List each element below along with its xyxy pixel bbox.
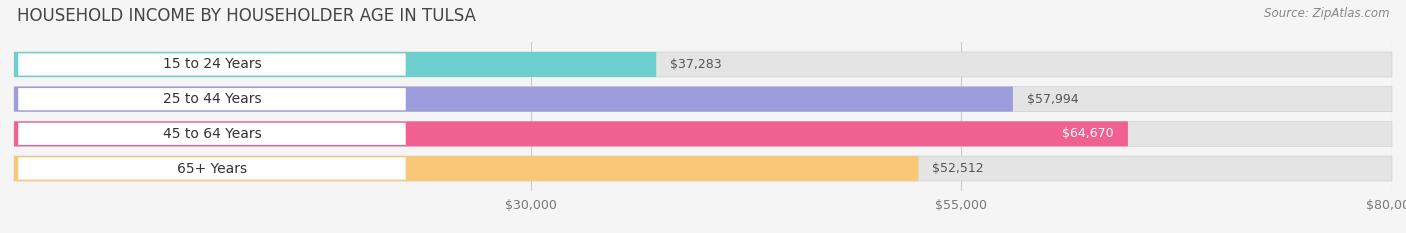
FancyBboxPatch shape: [14, 156, 918, 181]
Text: $64,670: $64,670: [1063, 127, 1114, 140]
FancyBboxPatch shape: [14, 87, 1392, 112]
FancyBboxPatch shape: [18, 88, 406, 110]
FancyBboxPatch shape: [18, 53, 406, 75]
Text: 25 to 44 Years: 25 to 44 Years: [163, 92, 262, 106]
FancyBboxPatch shape: [14, 52, 657, 77]
FancyBboxPatch shape: [18, 158, 406, 180]
FancyBboxPatch shape: [14, 87, 1012, 112]
Text: $52,512: $52,512: [932, 162, 984, 175]
Text: $57,994: $57,994: [1026, 93, 1078, 106]
Text: 15 to 24 Years: 15 to 24 Years: [163, 58, 262, 72]
FancyBboxPatch shape: [14, 52, 1392, 77]
Text: 65+ Years: 65+ Years: [177, 161, 247, 175]
Text: $37,283: $37,283: [671, 58, 721, 71]
Text: Source: ZipAtlas.com: Source: ZipAtlas.com: [1264, 7, 1389, 20]
FancyBboxPatch shape: [18, 123, 406, 145]
FancyBboxPatch shape: [14, 121, 1128, 146]
FancyBboxPatch shape: [14, 121, 1392, 146]
Text: HOUSEHOLD INCOME BY HOUSEHOLDER AGE IN TULSA: HOUSEHOLD INCOME BY HOUSEHOLDER AGE IN T…: [17, 7, 475, 25]
Text: 45 to 64 Years: 45 to 64 Years: [163, 127, 262, 141]
FancyBboxPatch shape: [14, 156, 1392, 181]
